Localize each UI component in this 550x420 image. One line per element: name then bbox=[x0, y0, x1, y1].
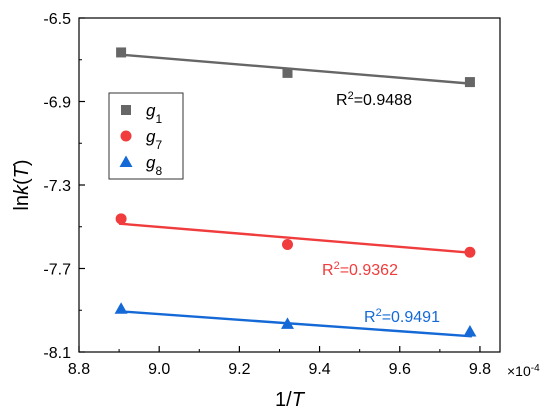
fit-line bbox=[118, 53, 473, 85]
y-tick-label: -8.1 bbox=[43, 345, 71, 362]
legend-marker bbox=[121, 105, 131, 115]
y-tick-label: -6.9 bbox=[43, 95, 71, 112]
y-axis-title: lnk(T) bbox=[11, 159, 33, 210]
x-tick-label: 9.8 bbox=[469, 361, 491, 378]
legend-entry: g7 bbox=[146, 127, 162, 152]
series-g1: R2=0.9488 bbox=[116, 47, 475, 109]
legend-entry: g1 bbox=[146, 101, 162, 126]
r2-label: R2=0.9491 bbox=[364, 307, 440, 326]
data-point bbox=[464, 246, 476, 258]
fit-line bbox=[119, 310, 473, 338]
y-tick-label: -7.3 bbox=[43, 178, 71, 195]
x-axis-title: 1/T bbox=[275, 389, 306, 411]
series-g8: R2=0.9491 bbox=[114, 302, 477, 338]
legend-marker bbox=[120, 130, 132, 142]
data-point bbox=[115, 213, 127, 225]
x-tick-label: 9.4 bbox=[308, 361, 330, 378]
x-tick-label: 9.6 bbox=[389, 361, 411, 378]
x-tick-label: 9.0 bbox=[148, 361, 170, 378]
x-axis-multiplier: ×10-4 bbox=[507, 363, 540, 380]
data-point bbox=[280, 317, 294, 329]
r2-label: R2=0.9362 bbox=[322, 260, 398, 279]
data-point bbox=[281, 238, 293, 250]
legend-marker bbox=[119, 155, 133, 167]
data-point bbox=[116, 47, 127, 58]
x-tick-label: 8.8 bbox=[68, 361, 90, 378]
data-point bbox=[463, 325, 477, 337]
data-point bbox=[464, 77, 475, 88]
r2-label: R2=0.9488 bbox=[336, 90, 412, 109]
y-tick-label: -6.5 bbox=[43, 11, 71, 28]
data-point bbox=[282, 67, 293, 78]
x-tick-label: 9.2 bbox=[228, 361, 250, 378]
legend-entry: g8 bbox=[146, 153, 162, 178]
y-tick-label: -7.7 bbox=[43, 262, 71, 279]
data-point bbox=[114, 302, 128, 314]
series-g7: R2=0.9362 bbox=[115, 213, 476, 279]
fit-line bbox=[118, 222, 473, 255]
